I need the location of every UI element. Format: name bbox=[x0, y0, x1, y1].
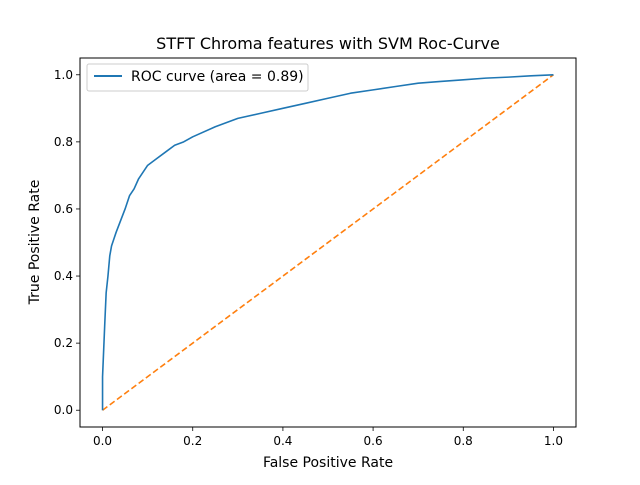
y-tick-label: 0.0 bbox=[54, 403, 73, 417]
x-tick-label: 0.0 bbox=[93, 434, 112, 448]
series-layer bbox=[101, 73, 554, 411]
x-tick-label: 0.4 bbox=[273, 434, 292, 448]
chance-diagonal-line bbox=[102, 74, 554, 411]
y-tick-label: 0.6 bbox=[54, 202, 73, 216]
y-tick-label: 0.2 bbox=[54, 336, 73, 350]
roc-curve-line bbox=[101, 73, 554, 411]
y-tick-label: 0.4 bbox=[54, 269, 73, 283]
y-tick-label: 0.8 bbox=[54, 135, 73, 149]
y-axis-label: True Positive Rate bbox=[27, 180, 43, 306]
axes-frame bbox=[79, 57, 577, 428]
plot-area: 0.0 0.2 0.4 0.6 0.8 1.0 0.0 0.2 0.4 0.6 0.8 1.0 bbox=[54, 57, 577, 448]
legend-box bbox=[86, 63, 309, 92]
y-tick-label: 1.0 bbox=[54, 68, 73, 82]
legend-label: ROC curve (area = 0.89) bbox=[131, 69, 304, 85]
x-tick-label: 0.8 bbox=[454, 434, 473, 448]
x-tick-label: 0.6 bbox=[364, 434, 383, 448]
x-axis-ticks: 0.0 0.2 0.4 0.6 0.8 1.0 bbox=[93, 427, 563, 448]
x-tick-label: 0.2 bbox=[183, 434, 202, 448]
x-axis-label: False Positive Rate bbox=[263, 455, 393, 471]
y-axis-ticks: 0.0 0.2 0.4 0.6 0.8 1.0 bbox=[54, 68, 80, 417]
legend: ROC curve (area = 0.89) bbox=[86, 63, 309, 92]
chart-title: STFT Chroma features with SVM Roc-Curve bbox=[156, 34, 500, 53]
x-tick-label: 1.0 bbox=[544, 434, 563, 448]
